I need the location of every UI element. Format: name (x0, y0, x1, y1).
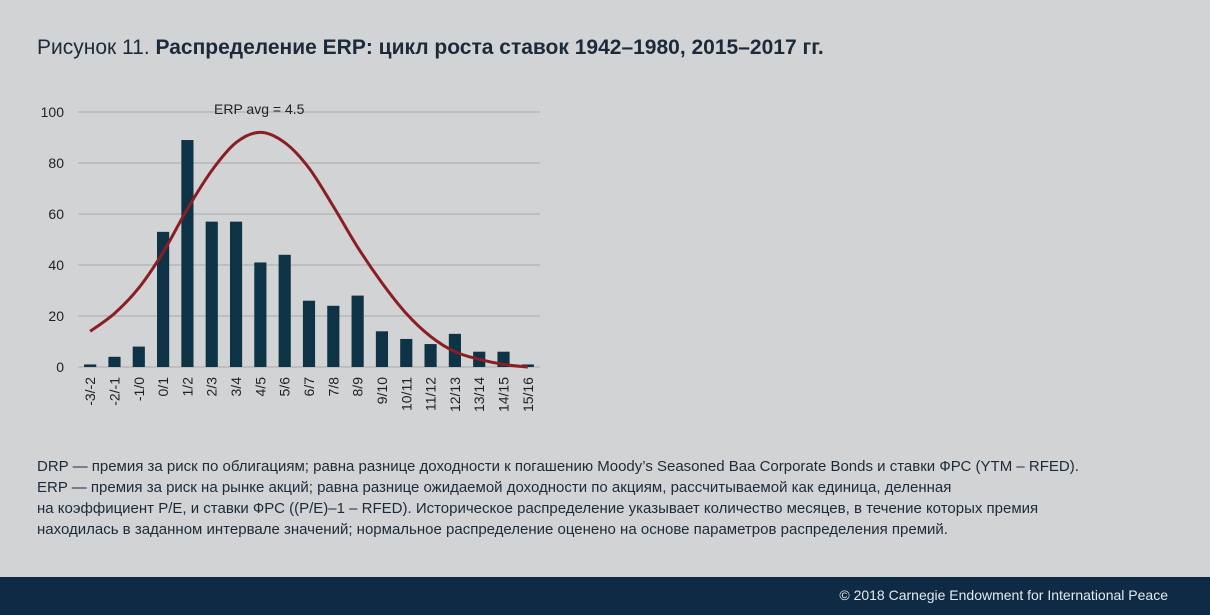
bar (157, 231, 170, 367)
y-tick-label: 20 (48, 308, 64, 324)
erp-avg-annotation: ERP avg = 4.5 (214, 101, 305, 117)
figure-heading: Распределение ERP: цикл роста ставок 194… (155, 36, 824, 59)
bar (229, 221, 243, 367)
x-tick-label: 0/1 (155, 377, 171, 397)
x-tick-label: -2/-1 (106, 377, 122, 406)
x-tick-label: 9/10 (374, 377, 390, 404)
bar (351, 295, 364, 367)
figure-number: Рисунок 11. (37, 36, 150, 59)
y-tick-label: 80 (48, 155, 64, 171)
bar (254, 262, 267, 367)
x-tick-label: 2/3 (204, 377, 220, 397)
x-tick-label: -1/0 (131, 377, 147, 401)
x-tick-label: 6/7 (301, 377, 317, 397)
normal-curve (89, 130, 528, 369)
bar (400, 338, 413, 367)
note-line: DRP — премия за риск по облигациям; равн… (37, 458, 1079, 475)
erp-distribution-chart: 0 20 40 60 80 100 -3/-2 -2/-1 -1/0 0/1 1/2 2/3 3/4 4/… (41, 101, 540, 412)
note-line: ERP — премия за риск на рынке акций; рав… (37, 479, 952, 496)
bar (205, 221, 218, 367)
x-tick-label: 7/8 (325, 377, 341, 397)
bar (108, 356, 121, 367)
y-tick-label: 40 (48, 257, 64, 273)
x-tick-label: 5/6 (277, 377, 293, 397)
x-tick-label: 3/4 (228, 377, 244, 397)
bar (302, 300, 316, 367)
y-tick-label: 100 (41, 104, 65, 120)
x-tick-label: -3/-2 (82, 377, 98, 406)
bar (181, 140, 194, 367)
y-tick-label: 60 (48, 206, 64, 222)
note-line: находилась в заданном интервале значений… (37, 521, 948, 538)
bar (278, 254, 291, 367)
x-tick-label: 15/16 (520, 377, 536, 412)
figure-title: Рисунок 11. Распределение ERP: цикл рост… (37, 36, 824, 60)
y-tick-label: 0 (56, 359, 64, 375)
footer-bar: © 2018 Carnegie Endowment for Internatio… (0, 577, 1210, 615)
chart-notes: DRP — премия за риск по облигациям; равн… (37, 456, 1202, 540)
copyright-text: © 2018 Carnegie Endowment for Internatio… (839, 587, 1168, 603)
x-tick-label: 8/9 (350, 377, 366, 397)
bar (327, 305, 340, 367)
bar (424, 344, 437, 367)
x-tick-label: 1/2 (179, 377, 195, 397)
x-tick-label: 4/5 (252, 377, 268, 397)
bar (84, 364, 97, 367)
x-tick-label: 13/14 (471, 377, 487, 412)
note-line: на коэффициент P/E, и ставки ФРС ((P/E)–… (37, 500, 1039, 517)
x-tick-label: 12/13 (447, 377, 463, 412)
bar (132, 346, 145, 367)
x-tick-label: 10/11 (398, 377, 414, 411)
x-tick-label: 11/12 (423, 377, 439, 411)
x-tick-label: 14/15 (496, 377, 512, 412)
bar (375, 331, 389, 367)
